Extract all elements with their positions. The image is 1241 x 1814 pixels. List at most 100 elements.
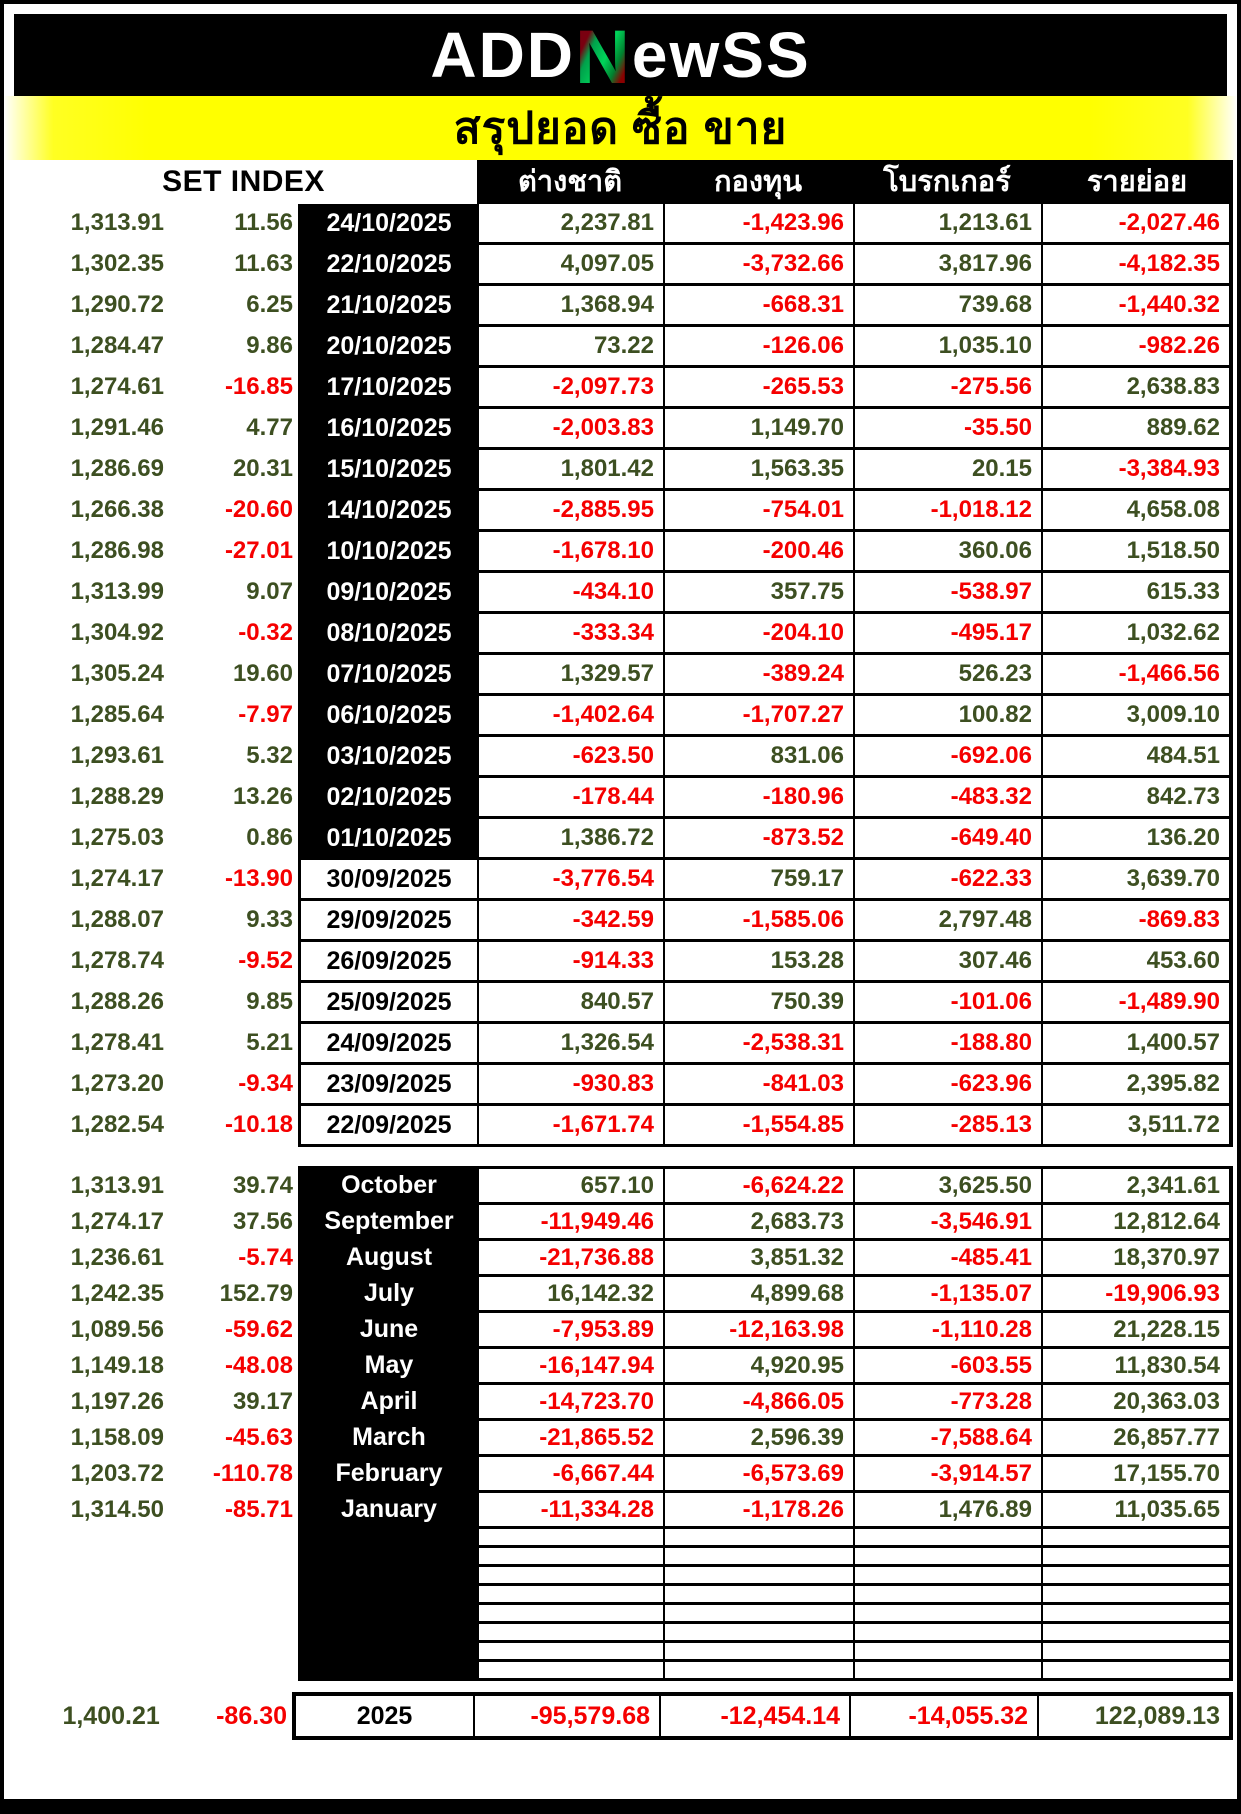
daily-row: 1,284.47 9.86 20/10/2025 73.22 -126.06 1… [10, 327, 1233, 368]
set-index-change: -85.71 [224, 1496, 293, 1523]
month-cell: October [298, 1169, 477, 1205]
set-index-value: 1,285.64 [70, 701, 164, 728]
fund-value: -4,866.05 [663, 1385, 853, 1421]
set-index-change: -45.63 [224, 1424, 293, 1451]
investor-type-headers: ต่างชาติ กองทุน โบรกเกอร์ รายย่อย [477, 160, 1233, 204]
set-index-change: 39.74 [232, 1172, 293, 1199]
broker-value: 739.68 [853, 286, 1041, 327]
set-index-change: 6.25 [246, 291, 293, 318]
set-index-change: -7.97 [238, 701, 293, 728]
daily-row: 1,285.64 -7.97 06/10/2025 -1,402.64 -1,7… [10, 696, 1233, 737]
fund-value: -126.06 [663, 327, 853, 368]
fund-value: 1,563.35 [663, 450, 853, 491]
set-index-change: -110.78 [212, 1460, 293, 1487]
broker-value: 20.15 [853, 450, 1041, 491]
set-index-change: 13.26 [232, 783, 293, 810]
empty-row [10, 1529, 1233, 1548]
set-index-change: -16.85 [224, 373, 293, 400]
set-index-change: 9.85 [246, 988, 293, 1015]
empty-row [10, 1548, 1233, 1567]
retail-value: 2,395.82 [1041, 1065, 1233, 1106]
broker-value: 1,035.10 [853, 327, 1041, 368]
broker-value: -538.97 [853, 573, 1041, 614]
year-total-box: 2025 -95,579.68 -12,454.14 -14,055.32 12… [292, 1692, 1233, 1740]
fund-value: -1,554.85 [663, 1106, 853, 1147]
monthly-row: 1,089.56 -59.62 June -7,953.89 -12,163.9… [10, 1313, 1233, 1349]
fund-value: -1,707.27 [663, 696, 853, 737]
fund-value: 759.17 [663, 860, 853, 901]
fund-value: 831.06 [663, 737, 853, 778]
date-cell: 01/10/2025 [298, 819, 477, 860]
broker-value: -692.06 [853, 737, 1041, 778]
empty-date-cell [298, 1567, 477, 1586]
empty-filler-rows [10, 1529, 1233, 1681]
daily-row: 1,305.24 19.60 07/10/2025 1,329.57 -389.… [10, 655, 1233, 696]
foreign-value: -1,671.74 [477, 1106, 663, 1147]
daily-row: 1,274.17 -13.90 30/09/2025 -3,776.54 759… [10, 860, 1233, 901]
retail-value: 1,518.50 [1041, 532, 1233, 573]
broker-value: 1,476.89 [853, 1493, 1041, 1529]
foreign-value: 2,237.81 [477, 204, 663, 245]
set-index-value: 1,400.21 [62, 1702, 160, 1730]
foreign-value: -2,097.73 [477, 368, 663, 409]
broker-value: 360.06 [853, 532, 1041, 573]
broker-value: -285.13 [853, 1106, 1041, 1147]
retail-value: 17,155.70 [1041, 1457, 1233, 1493]
fund-value: 4,899.68 [663, 1277, 853, 1313]
month-cell: April [298, 1385, 477, 1421]
set-index-value: 1,288.29 [70, 783, 164, 810]
retail-value: 20,363.03 [1041, 1385, 1233, 1421]
date-cell: 07/10/2025 [298, 655, 477, 696]
retail-value: 3,511.72 [1041, 1106, 1233, 1147]
set-index-value: 1,274.17 [70, 865, 164, 892]
date-cell: 23/09/2025 [298, 1065, 477, 1106]
daily-table: 1,313.91 11.56 24/10/2025 2,237.81 -1,42… [10, 204, 1233, 1147]
foreign-value: 1,326.54 [477, 1024, 663, 1065]
fund-value: 2,596.39 [663, 1421, 853, 1457]
set-index-value: 1,149.18 [70, 1352, 164, 1379]
date-cell: 15/10/2025 [298, 450, 477, 491]
set-index-change: 9.33 [246, 906, 293, 933]
daily-row: 1,313.99 9.07 09/10/2025 -434.10 357.75 … [10, 573, 1233, 614]
retail-value: -1,440.32 [1041, 286, 1233, 327]
fund-value: 4,920.95 [663, 1349, 853, 1385]
fund-value: -2,538.31 [663, 1024, 853, 1065]
foreign-value: -2,003.83 [477, 409, 663, 450]
date-cell: 24/09/2025 [298, 1024, 477, 1065]
retail-value: -3,384.93 [1041, 450, 1233, 491]
empty-row [10, 1624, 1233, 1643]
monthly-row: 1,314.50 -85.71 January -11,334.28 -1,17… [10, 1493, 1233, 1529]
fund-value: -1,423.96 [663, 204, 853, 245]
set-index-value: 1,266.38 [70, 496, 164, 523]
set-index-value: 1,278.41 [70, 1029, 164, 1056]
monthly-row: 1,203.72 -110.78 February -6,667.44 -6,5… [10, 1457, 1233, 1493]
broker-value: -495.17 [853, 614, 1041, 655]
broker-value: -35.50 [853, 409, 1041, 450]
retail-value: 3,639.70 [1041, 860, 1233, 901]
set-index-change: -0.32 [238, 619, 293, 646]
set-index-change: -10.18 [224, 1111, 293, 1138]
broker-value: -3,914.57 [853, 1457, 1041, 1493]
month-cell: February [298, 1457, 477, 1493]
set-index-change: -9.52 [238, 947, 293, 974]
foreign-value: -6,667.44 [477, 1457, 663, 1493]
month-cell: September [298, 1205, 477, 1241]
set-index-value: 1,274.61 [70, 373, 164, 400]
broker-value: 3,817.96 [853, 245, 1041, 286]
month-cell: March [298, 1421, 477, 1457]
fund-value: -668.31 [663, 286, 853, 327]
fund-value: -12,163.98 [663, 1313, 853, 1349]
broker-value: 2,797.48 [853, 901, 1041, 942]
column-header-foreign: ต่างชาติ [517, 166, 623, 198]
broker-value: 526.23 [853, 655, 1041, 696]
daily-row: 1,302.35 11.63 22/10/2025 4,097.05 -3,73… [10, 245, 1233, 286]
foreign-value: -11,334.28 [477, 1493, 663, 1529]
empty-row [10, 1586, 1233, 1605]
set-index-value: 1,314.50 [70, 1496, 164, 1523]
daily-row: 1,313.91 11.56 24/10/2025 2,237.81 -1,42… [10, 204, 1233, 245]
date-cell: 02/10/2025 [298, 778, 477, 819]
fund-value: -1,178.26 [663, 1493, 853, 1529]
daily-row: 1,286.98 -27.01 10/10/2025 -1,678.10 -20… [10, 532, 1233, 573]
retail-value: 136.20 [1041, 819, 1233, 860]
